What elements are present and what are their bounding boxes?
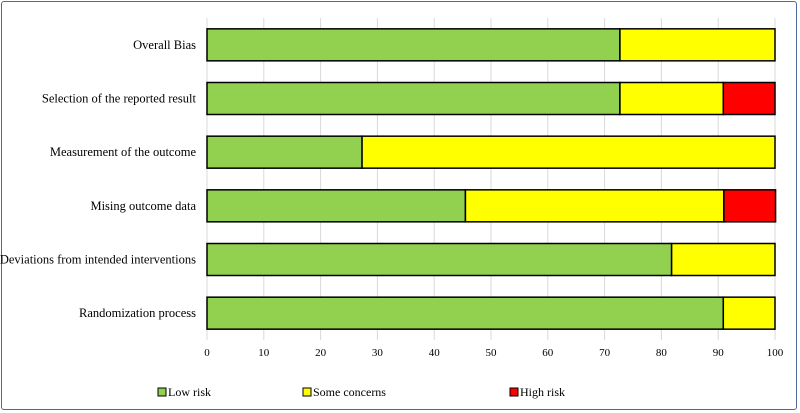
x-tick-label-90: 90	[713, 347, 725, 359]
x-tick-label-100: 100	[767, 347, 784, 359]
bar-low-risk-overall-bias	[206, 28, 621, 62]
bar-layer	[206, 28, 777, 330]
bar-some-concerns-deviations-from-intended-interventions	[670, 242, 776, 277]
bar-low-risk-deviations-from-intended-interventions	[206, 242, 673, 277]
legend-label-high-risk: High risk	[520, 385, 565, 399]
legend-swatch-some-concerns	[302, 387, 312, 397]
bar-some-concerns-overall-bias	[619, 28, 776, 62]
bar-high-risk-selection-of-the-reported-result	[722, 81, 776, 116]
category-label-deviations-from-intended-interventions: Deviations from intended interventions	[0, 253, 196, 267]
x-tick-label-60: 60	[542, 347, 554, 359]
bar-low-risk-selection-of-the-reported-result	[206, 81, 621, 116]
x-axis-ticks: 0 10 20 30 40 50 60 70 80 90 100	[204, 347, 784, 359]
legend-swatch-low-risk	[157, 387, 167, 397]
legend: Low risk Some concerns High risk	[157, 385, 565, 399]
x-tick-label-80: 80	[656, 347, 668, 359]
category-label-randomization-process: Randomization process	[79, 306, 196, 320]
category-labels: Overall Bias Selection of the reported re…	[0, 38, 197, 320]
legend-swatch-high-risk	[509, 387, 519, 397]
bar-low-risk-measurement-of-the-outcome	[206, 135, 363, 169]
bar-high-risk-mising-outcome-data	[723, 189, 777, 223]
x-tick-label-20: 20	[315, 347, 327, 359]
bar-some-concerns-randomization-process	[722, 296, 776, 330]
grid-layer	[206, 18, 776, 340]
category-label-mising-outcome-data: Mising outcome data	[90, 199, 196, 213]
bar-some-concerns-mising-outcome-data	[464, 189, 725, 223]
x-tick-label-70: 70	[599, 347, 611, 359]
bar-low-risk-mising-outcome-data	[206, 189, 467, 223]
x-tick-label-40: 40	[429, 347, 441, 359]
category-label-selection-of-the-reported-result: Selection of the reported result	[42, 92, 197, 106]
x-tick-label-0: 0	[204, 347, 210, 359]
bar-some-concerns-selection-of-the-reported-result	[619, 81, 725, 116]
x-tick-label-30: 30	[372, 347, 384, 359]
bar-some-concerns-measurement-of-the-outcome	[361, 135, 776, 169]
bar-low-risk-randomization-process	[206, 296, 725, 330]
x-tick-label-50: 50	[486, 347, 498, 359]
legend-label-some-concerns: Some concerns	[313, 385, 386, 399]
category-label-measurement-of-the-outcome: Measurement of the outcome	[50, 145, 197, 159]
x-tick-label-10: 10	[258, 347, 270, 359]
legend-label-low-risk: Low risk	[168, 385, 211, 399]
category-label-overall-bias: Overall Bias	[133, 38, 196, 52]
